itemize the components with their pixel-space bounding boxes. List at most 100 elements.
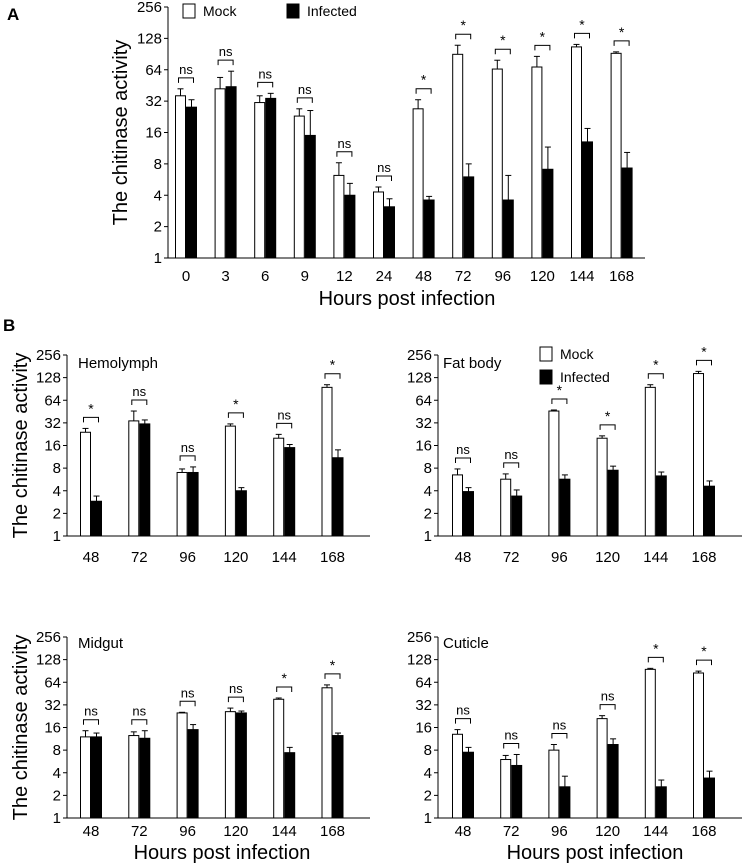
bar-infected — [332, 457, 344, 537]
y-tick-label: 32 — [415, 415, 432, 432]
significance-label: ns — [132, 384, 146, 399]
significance-bracket — [179, 455, 196, 461]
y-tick-label: 16 — [145, 125, 162, 142]
x-tick-label: 144 — [643, 823, 668, 840]
x-tick-label: 120 — [530, 268, 555, 285]
bar-mock — [333, 174, 345, 259]
bar-mock — [128, 420, 140, 537]
significance-bracket — [276, 422, 293, 429]
x-tick-label: 144 — [569, 268, 594, 285]
significance-bracket — [415, 88, 432, 94]
x-tick-label: 3 — [221, 268, 229, 285]
bar-mock — [224, 425, 236, 537]
bar-infected — [284, 447, 296, 537]
bar-infected — [284, 752, 296, 819]
significance-bracket — [131, 719, 148, 725]
x-tick-label: 144 — [272, 823, 297, 840]
significance-label: * — [330, 357, 336, 373]
y-tick-label: 64 — [415, 674, 432, 691]
x-tick-label: 72 — [131, 549, 148, 566]
bar-infected — [582, 141, 593, 259]
significance-bracket — [599, 424, 616, 430]
y-tick-label: 128 — [407, 652, 432, 669]
significance-bracket — [551, 398, 568, 404]
significance-bracket — [83, 719, 99, 725]
significance-bracket — [179, 700, 196, 707]
significance-label: * — [653, 357, 659, 373]
x-tick-label: 96 — [551, 549, 568, 566]
significance-label: ns — [229, 681, 243, 696]
y-tick-label: 4 — [154, 187, 162, 204]
bar-mock — [175, 95, 186, 259]
bar-infected — [91, 500, 102, 537]
y-tick-label: 256 — [36, 347, 61, 364]
x-tick-label: 48 — [455, 549, 472, 566]
significance-label: ns — [504, 447, 518, 462]
significance-label: * — [605, 408, 611, 424]
significance-label: ns — [179, 62, 193, 77]
significance-bracket — [696, 359, 712, 366]
bar-mock — [644, 668, 656, 819]
x-tick-label: 120 — [223, 823, 248, 840]
y-tick-label: 128 — [36, 652, 61, 669]
significance-label: * — [421, 72, 427, 88]
x-tick-label: 96 — [551, 823, 568, 840]
bar-mock — [273, 437, 285, 537]
x-tick-label: 72 — [131, 823, 148, 840]
bar-mock — [321, 386, 333, 537]
significance-label: * — [460, 17, 466, 33]
x-tick-label: 168 — [320, 823, 345, 840]
significance-bracket — [503, 462, 520, 468]
bar-mock — [531, 66, 543, 259]
x-tick-label: 24 — [376, 268, 393, 285]
y-tick-label: 1 — [53, 528, 61, 545]
panel-label-b: B — [3, 316, 15, 335]
y-tick-label: 128 — [137, 30, 162, 47]
x-tick-label: 48 — [83, 823, 100, 840]
bar-infected — [559, 786, 571, 819]
significance-label: * — [540, 28, 546, 44]
bar-infected — [186, 106, 197, 259]
significance-label: * — [619, 24, 625, 40]
significance-bracket — [227, 412, 244, 418]
y-tick-label: 256 — [407, 629, 432, 646]
legend-label-mock: Mock — [560, 346, 594, 362]
bar-mock — [176, 712, 188, 819]
y-tick-label: 2 — [154, 219, 162, 236]
y-tick-label: 64 — [44, 392, 61, 409]
x-tick-label: 168 — [320, 549, 345, 566]
bar-infected — [423, 199, 435, 259]
bar-mock — [214, 88, 226, 259]
significance-label: ns — [258, 66, 272, 81]
chart-title: Cuticle — [443, 635, 489, 652]
x-tick-label: 48 — [83, 549, 100, 566]
significance-label: ns — [132, 704, 146, 719]
significance-label: * — [330, 657, 336, 673]
y-axis-label: The chitinase activity — [10, 353, 32, 539]
significance-bracket — [227, 696, 244, 703]
y-axis-label: The chitinase activity — [110, 40, 132, 226]
bar-infected — [655, 475, 667, 537]
significance-label: ns — [277, 407, 291, 422]
y-tick-label: 4 — [424, 765, 432, 782]
bar-mock — [693, 373, 704, 537]
x-tick-label: 48 — [455, 823, 472, 840]
significance-label: ns — [456, 703, 470, 718]
significance-label: ns — [601, 689, 615, 704]
bar-infected — [235, 712, 247, 819]
y-tick-label: 32 — [44, 697, 61, 714]
bar-infected — [139, 423, 151, 537]
x-tick-label: 6 — [261, 268, 269, 285]
x-tick-label: 96 — [179, 549, 196, 566]
significance-bracket — [455, 718, 471, 724]
y-tick-label: 128 — [36, 370, 61, 387]
significance-label: ns — [504, 727, 518, 742]
significance-label: * — [557, 382, 563, 398]
x-tick-label: 96 — [179, 823, 196, 840]
y-tick-label: 256 — [137, 0, 162, 16]
y-tick-label: 8 — [53, 460, 61, 477]
bar-infected — [542, 168, 554, 259]
x-tick-label: 168 — [691, 823, 716, 840]
